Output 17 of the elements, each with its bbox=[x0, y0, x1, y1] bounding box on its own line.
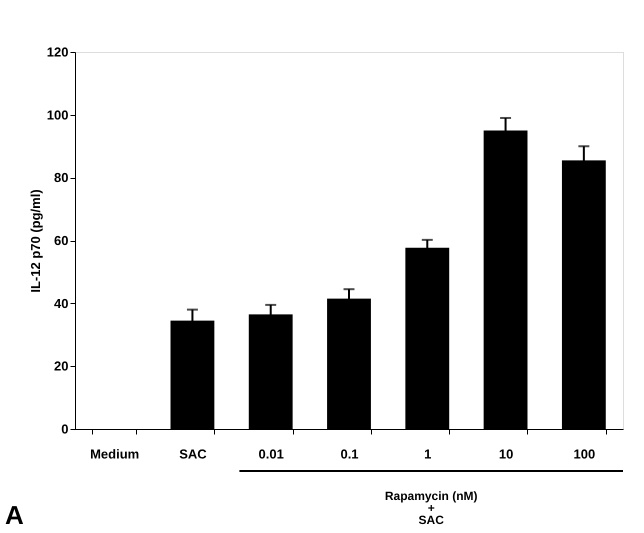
y-axis-title: IL-12 p70 (pg/ml) bbox=[28, 189, 43, 293]
text: Rapamycin (nM) + SAC bbox=[384, 489, 478, 527]
x-tick-label: Medium bbox=[90, 446, 140, 462]
x-tick-label: 0.1 bbox=[340, 446, 359, 462]
y-tick-label: 60 bbox=[54, 233, 68, 248]
y-tick-label: 100 bbox=[46, 107, 68, 122]
y-tick-label: 80 bbox=[54, 170, 68, 186]
y-tick-label: 120 bbox=[46, 44, 68, 60]
x-tick-label: 10 bbox=[498, 446, 514, 462]
x-tick-label: 0.01 bbox=[258, 446, 284, 462]
y-tick-label: 40 bbox=[54, 296, 68, 311]
y-tick-label: 20 bbox=[54, 358, 68, 374]
x-tick-label: SAC bbox=[179, 446, 208, 462]
text: A bbox=[5, 500, 24, 530]
x-tick-label: 1 bbox=[424, 446, 432, 462]
x-tick-label: 100 bbox=[574, 446, 596, 462]
y-tick-label: 0 bbox=[61, 422, 68, 436]
